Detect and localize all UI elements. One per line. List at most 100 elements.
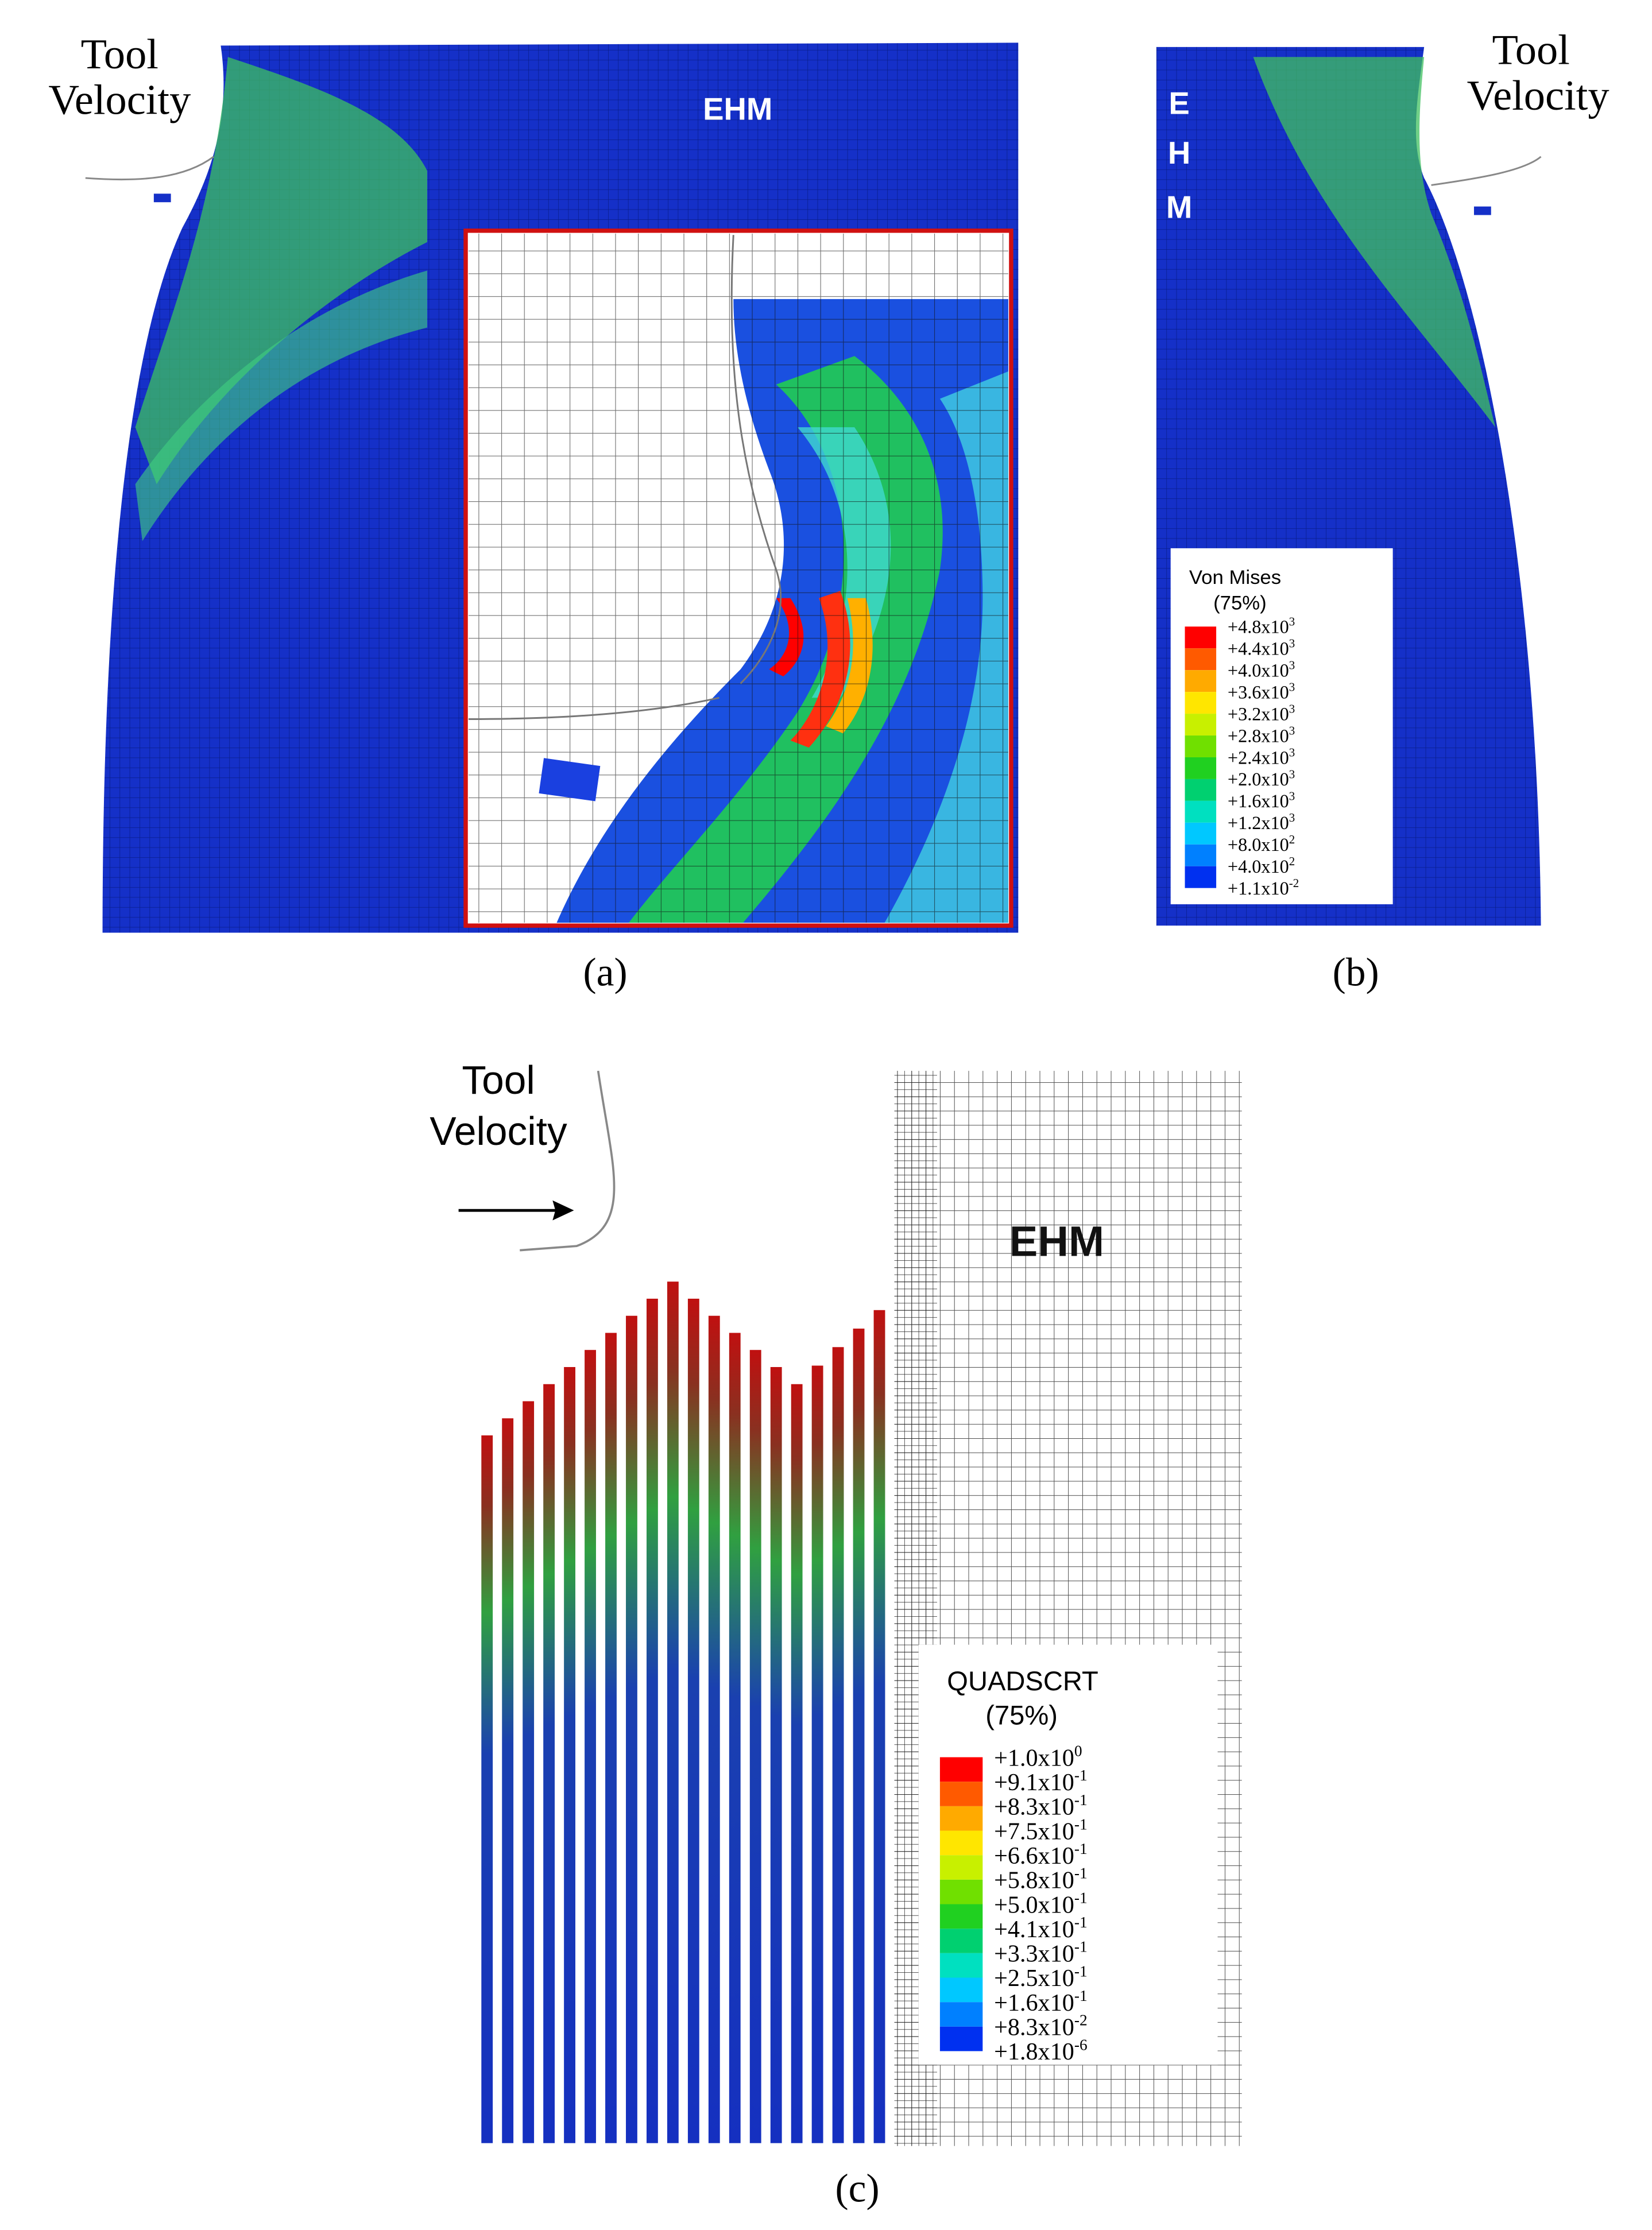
layer-strip [729, 1333, 741, 2143]
legend-mantissa: +5.0x10 [994, 1891, 1074, 1918]
legend-mantissa: +1.6x10 [1228, 791, 1289, 811]
legend-swatch [1185, 822, 1217, 845]
legend-swatch [1185, 670, 1217, 692]
legend-mantissa: +8.0x10 [1228, 834, 1289, 855]
legend-mantissa: +4.8x10 [1228, 617, 1289, 637]
chip-fragment [153, 193, 171, 203]
legend-label: +2.8x103 [1228, 723, 1295, 746]
legend-label: +8.3x10-2 [994, 2012, 1088, 2041]
legend-label: +4.4x103 [1228, 637, 1295, 659]
tool [520, 1070, 616, 1252]
legend-mantissa: +3.6x10 [1228, 682, 1289, 702]
legend-exponent: -1 [1074, 1815, 1088, 1833]
legend-exponent: 3 [1289, 615, 1295, 629]
legend-swatch [939, 1782, 983, 1806]
layer-strip [502, 1418, 514, 2143]
legend-label: +9.1x10-1 [994, 1767, 1088, 1796]
legend-exponent: -1 [1074, 1914, 1088, 1931]
layer-strip [564, 1366, 575, 2143]
legend-swatch [1185, 735, 1217, 757]
legend-mantissa: +5.8x10 [994, 1867, 1074, 1894]
legend-label: +3.3x10-1 [994, 1938, 1088, 1968]
legend-swatch [939, 1855, 983, 1880]
arrow-head [552, 1200, 574, 1221]
model-label: M [1166, 189, 1192, 224]
legend-swatch [1185, 866, 1217, 888]
layer-strip [811, 1365, 823, 2143]
layer-strip [605, 1333, 617, 2143]
legend-swatch [1185, 757, 1217, 779]
legend-exponent: -1 [1074, 1840, 1088, 1857]
legend-label: +4.0x102 [1228, 854, 1295, 877]
legend-label: +6.6x10-1 [994, 1840, 1088, 1869]
legend-swatch [939, 1757, 983, 1782]
legend-swatch [1185, 714, 1217, 736]
legend-mantissa: +1.6x10 [994, 1989, 1074, 2016]
layer-strip [646, 1298, 658, 2143]
legend-exponent: 3 [1289, 767, 1295, 781]
legend-label: +1.0x100 [994, 1742, 1082, 1771]
legend-label: +8.0x102 [1228, 833, 1295, 855]
panel-a: Tool Velocity EHM (a) [48, 31, 1019, 994]
layer-strip [853, 1329, 865, 2143]
legend-exponent: 3 [1289, 789, 1295, 803]
legend-label: +3.6x103 [1228, 680, 1295, 703]
legend-label: +3.2x103 [1228, 702, 1295, 724]
legend-label: +2.0x103 [1228, 767, 1295, 789]
legend-label: +1.6x103 [1228, 789, 1295, 811]
legend-subtitle: (75%) [1213, 593, 1267, 614]
legend-mantissa: +2.0x10 [1228, 769, 1289, 789]
legend-mantissa: +6.6x10 [994, 1842, 1074, 1869]
legend-exponent: -1 [1074, 1938, 1088, 1956]
legend-swatch [939, 1953, 983, 1978]
layer-strip [687, 1298, 699, 2143]
legend-exponent: -1 [1074, 1889, 1088, 1906]
legend-exponent: -2 [1074, 2012, 1088, 2029]
shear-band [135, 270, 428, 541]
legend-swatch [939, 1977, 983, 2003]
legend-label: +4.8x103 [1228, 615, 1295, 637]
legend-title: Von Mises [1189, 567, 1281, 589]
tool-label: Tool [462, 1058, 535, 1102]
layer-strip [481, 1435, 493, 2143]
legend-swatch [939, 1904, 983, 1929]
tool-label: Velocity [1467, 72, 1610, 119]
legend-mantissa: +2.4x10 [1228, 747, 1289, 768]
legend-exponent: 3 [1289, 702, 1295, 715]
legend-exponent: 2 [1289, 854, 1295, 868]
legend-swatch [939, 1830, 983, 1856]
legend-exponent: -2 [1289, 876, 1299, 890]
caption: (c) [835, 2166, 880, 2210]
layer-strip [585, 1350, 596, 2143]
shear-band [135, 57, 428, 485]
legend-exponent: 2 [1289, 833, 1295, 846]
legend-exponent: -1 [1074, 1767, 1088, 1784]
legend-mantissa: +4.0x10 [1228, 660, 1289, 680]
legend-swatch [1185, 779, 1217, 801]
tool-label: Velocity [430, 1109, 567, 1153]
legend-label: +1.8x10-6 [994, 2036, 1088, 2065]
legend-label: +1.1x10-2 [1228, 876, 1299, 899]
legend: +1.0x100+9.1x10-1+8.3x10-1+7.5x10-1+6.6x… [939, 1742, 1088, 2065]
tool-label: Velocity [48, 76, 191, 123]
legend-mantissa: +1.1x10 [1228, 878, 1289, 899]
tool-label: Tool [81, 31, 158, 78]
layer-strip [791, 1384, 803, 2143]
layer-strip [770, 1366, 782, 2143]
layer-strip [873, 1310, 885, 2143]
model-label: EHM [1009, 1218, 1104, 1265]
deformed-layers [481, 1282, 885, 2143]
legend-exponent: 3 [1289, 745, 1295, 759]
layer-strip [543, 1384, 555, 2143]
legend-exponent: 3 [1289, 680, 1295, 694]
caption: (a) [583, 950, 628, 994]
legend-mantissa: +1.8x10 [994, 2038, 1074, 2065]
legend-label: +5.0x10-1 [994, 1889, 1088, 1918]
legend-mantissa: +4.1x10 [994, 1916, 1074, 1943]
panel-c: QUADSCRT (75%) +1.0x100+9.1x10-1+8.3x10-… [430, 1058, 1242, 2210]
legend-label: +4.0x103 [1228, 659, 1295, 681]
caption: (b) [1333, 950, 1379, 994]
legend-mantissa: +1.2x10 [1228, 812, 1289, 833]
legend-swatch [1185, 800, 1217, 823]
legend-swatch [1185, 648, 1217, 671]
